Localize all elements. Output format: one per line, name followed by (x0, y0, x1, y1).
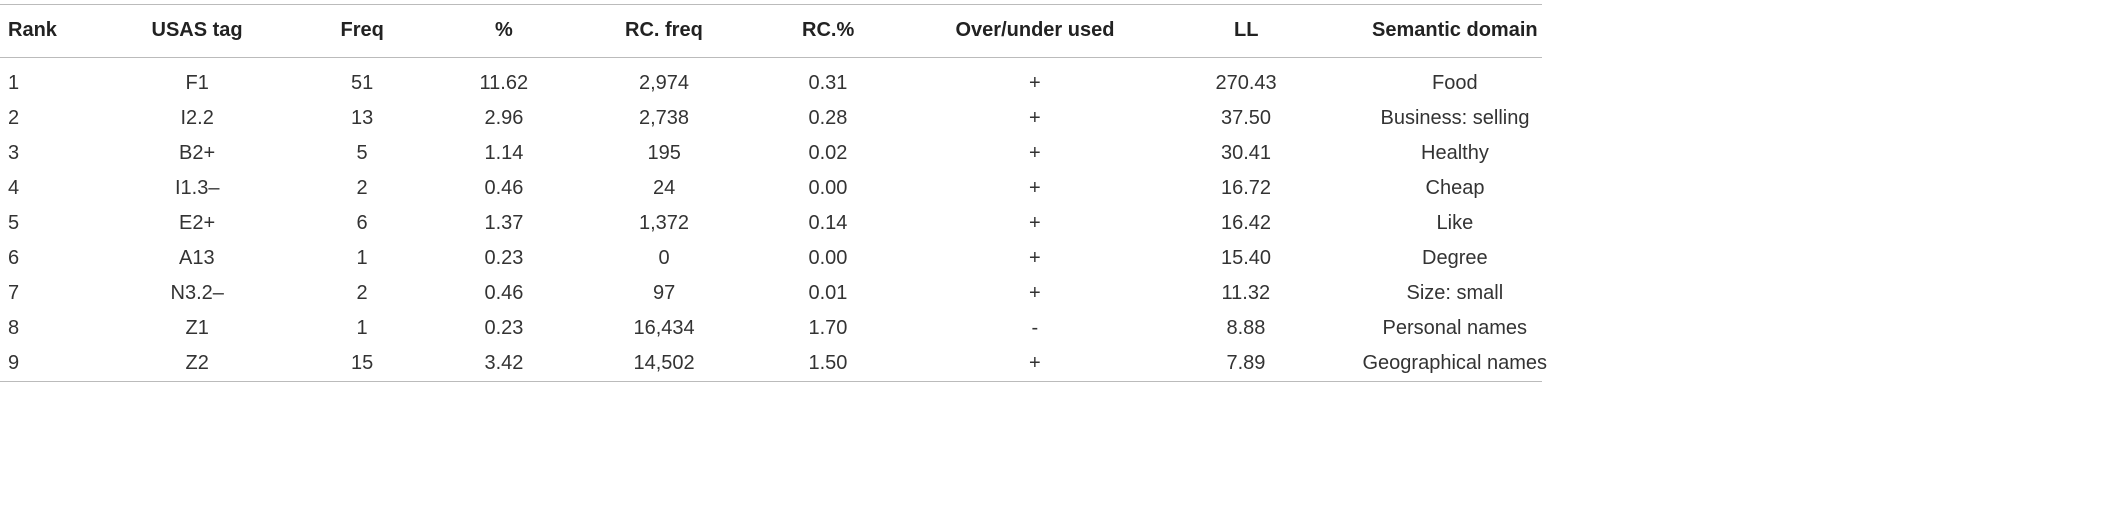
table-cell: + (1029, 142, 1041, 164)
table-cell: 0.46 (484, 177, 524, 199)
top-rule (0, 4, 1542, 5)
table-cell: + (1029, 212, 1041, 234)
table-cell: 1 (8, 72, 20, 94)
table-cell: 30.41 (1221, 142, 1272, 164)
header-cell: Semantic domain (1372, 19, 1538, 41)
bottom-rule (0, 381, 1542, 382)
table-cell: 1 (356, 317, 368, 339)
table-cell: 6 (8, 247, 20, 269)
table-cell: 5 (8, 212, 20, 234)
table-cell: Like (1436, 212, 1474, 234)
table-cell: 24 (653, 177, 676, 199)
table-cell: 16.42 (1221, 212, 1272, 234)
table-cell: + (1029, 107, 1041, 129)
table-cell: 2,738 (639, 107, 690, 129)
header-cell: RC.% (802, 19, 855, 41)
table-cell: A13 (179, 247, 215, 269)
table-cell: Degree (1422, 247, 1488, 269)
table-cell: 0.23 (484, 317, 524, 339)
table-cell: 270.43 (1215, 72, 1277, 94)
table-cell: 2.96 (484, 107, 524, 129)
header-cell: Freq (340, 19, 384, 41)
table-cell: Healthy (1421, 142, 1489, 164)
table-cell: 1.14 (484, 142, 524, 164)
header-cell: Over/under used (955, 19, 1115, 41)
table-cell: 11.32 (1221, 282, 1271, 304)
table-cell: 0 (658, 247, 670, 269)
table-cell: 1,372 (639, 212, 690, 234)
table-cell: + (1029, 247, 1041, 269)
table-cell: 15 (351, 352, 374, 374)
table-cell: 0.46 (484, 282, 524, 304)
table-cell: 1.50 (808, 352, 848, 374)
table-cell: - (1031, 317, 1039, 339)
table-cell: 97 (653, 282, 676, 304)
header-cell: LL (1234, 19, 1259, 41)
table-cell: B2+ (179, 142, 216, 164)
header-cell: % (495, 19, 513, 41)
table-cell: 0.28 (808, 107, 848, 129)
table-cell: 16,434 (633, 317, 695, 339)
table-cell: + (1029, 352, 1041, 374)
table-cell: F1 (185, 72, 209, 94)
table-cell: 195 (647, 142, 681, 164)
table-cell: 0.31 (808, 72, 848, 94)
table-cell: 16.72 (1221, 177, 1272, 199)
table-cell: 13 (351, 107, 374, 129)
table-cell: 8.88 (1226, 317, 1266, 339)
table-cell: 7.89 (1226, 352, 1266, 374)
table-cell: 0.00 (808, 247, 848, 269)
table-cell: 51 (351, 72, 374, 94)
table-cell: 9 (8, 352, 20, 374)
table-cell: 0.14 (808, 212, 848, 234)
table-cell: 8 (8, 317, 20, 339)
table-cell: N3.2– (170, 282, 224, 304)
table-cell: 1.70 (808, 317, 848, 339)
table-cell: 7 (8, 282, 20, 304)
table-cell: 6 (356, 212, 368, 234)
table-cell: Personal names (1382, 317, 1528, 339)
table-cell: 4 (8, 177, 20, 199)
table-cell: Business: selling (1380, 107, 1530, 129)
table-cell: 0.00 (808, 177, 848, 199)
table-cell: 1.37 (484, 212, 524, 234)
table-cell: I1.3– (175, 177, 220, 199)
table-cell: 11.62 (479, 72, 529, 94)
table-cell: 1 (356, 247, 368, 269)
table-cell: 0.01 (808, 282, 848, 304)
table-cell: 5 (356, 142, 368, 164)
table-cell: Food (1432, 72, 1478, 94)
table-cell: 14,502 (633, 352, 695, 374)
table-cell: + (1029, 72, 1041, 94)
table-cell: 2,974 (639, 72, 690, 94)
table-cell: + (1029, 282, 1041, 304)
table-cell: 3.42 (484, 352, 524, 374)
table-cell: 0.23 (484, 247, 524, 269)
table-cell: 2 (356, 177, 368, 199)
table-cell: Size: small (1406, 282, 1504, 304)
table-cell: I2.2 (180, 107, 214, 129)
table-cell: Geographical names (1362, 352, 1548, 374)
table-cell: Z1 (185, 317, 209, 339)
table-cell: 3 (8, 142, 20, 164)
table-cell: + (1029, 177, 1041, 199)
table-cell: 15.40 (1221, 247, 1272, 269)
header-cell: USAS tag (151, 19, 243, 41)
table-cell: Cheap (1425, 177, 1485, 199)
header-cell: RC. freq (625, 19, 703, 41)
table-cell: 0.02 (808, 142, 848, 164)
header-rule (0, 57, 1542, 58)
table-cell: E2+ (179, 212, 216, 234)
table-cell: 2 (8, 107, 20, 129)
header-cell: Rank (8, 19, 57, 41)
table-cell: 37.50 (1221, 107, 1272, 129)
table-cell: Z2 (185, 352, 209, 374)
table-cell: 2 (356, 282, 368, 304)
